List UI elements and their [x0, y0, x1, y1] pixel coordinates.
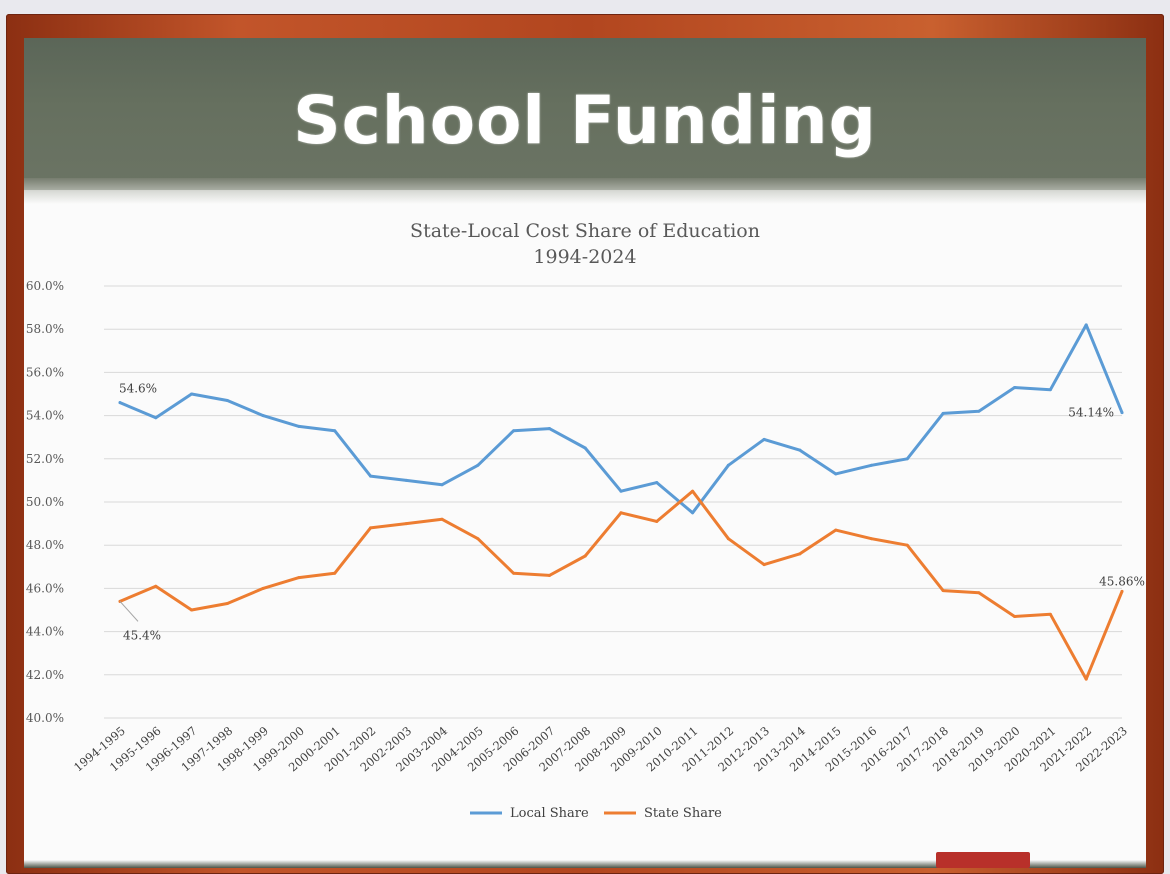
y-tick-label: 46.0% [26, 581, 64, 595]
local-share-point [655, 481, 659, 485]
local-share-line [118, 323, 1124, 515]
local-share-point [619, 489, 623, 493]
y-tick-label: 44.0% [26, 625, 64, 639]
state-share-point [726, 537, 730, 541]
local-share-point [726, 463, 730, 467]
local-share-point [1120, 411, 1124, 415]
state-share-point [225, 602, 229, 606]
state-share-point [905, 543, 909, 547]
local-share-point [1084, 323, 1088, 327]
state-share-point [798, 552, 802, 556]
state-share-point [297, 576, 301, 580]
local-share-point [905, 457, 909, 461]
data-label: 54.6% [119, 382, 157, 396]
state-share-point [762, 563, 766, 567]
local-share-point [154, 416, 158, 420]
y-tick-label: 60.0% [26, 279, 64, 293]
chalkboard-header [24, 38, 1146, 190]
line-chart: 40.0% 42.0% 44.0% 46.0% 48.0% 50.0% 52.0% 54.0%… [26, 279, 1145, 821]
local-share-point [261, 414, 265, 418]
eraser [936, 852, 1030, 868]
local-share-point [297, 424, 301, 428]
local-share-point [547, 427, 551, 431]
state-share-point [440, 517, 444, 521]
state-share-point [1084, 677, 1088, 681]
headline: School Funding [293, 82, 877, 159]
state-share-point [655, 519, 659, 523]
local-share-point [977, 409, 981, 413]
data-label: 45.86% [1099, 574, 1145, 588]
y-tick-label: 48.0% [26, 538, 64, 552]
local-share-point [369, 474, 372, 478]
y-tick-label: 54.0% [26, 409, 64, 423]
local-share-point [512, 429, 516, 433]
y-tick-label: 58.0% [26, 322, 64, 336]
local-share-point [333, 429, 337, 433]
local-share-point [834, 472, 838, 476]
chart-title-block: State-Local Cost Share of Education 1994… [24, 218, 1146, 270]
local-share-point [798, 448, 802, 452]
local-share-point [1048, 388, 1052, 392]
state-share-point [619, 511, 623, 515]
state-share-point [977, 591, 981, 595]
y-tick-label: 42.0% [26, 668, 64, 682]
state-share-point [547, 573, 551, 577]
chart-subtitle: 1994-2024 [533, 246, 637, 268]
local-share-point [440, 483, 444, 487]
chalkboard-frame: School Funding State-Local Cost Share of… [6, 14, 1164, 874]
local-share-point [941, 411, 945, 415]
state-share-point [870, 537, 873, 541]
state-share-line [118, 489, 1124, 681]
state-share-point [369, 526, 372, 530]
state-share-point [333, 571, 337, 575]
state-share-point [1048, 612, 1052, 616]
annotation-leader-line [119, 601, 139, 622]
local-share-point [476, 463, 480, 467]
state-share-point [404, 522, 408, 526]
local-share-point [583, 446, 587, 450]
y-tick-label: 56.0% [26, 365, 64, 379]
state-share-point [691, 489, 695, 493]
chalk-smudge [24, 178, 1146, 204]
legend-label: State Share [644, 806, 722, 821]
chalkboard: School Funding State-Local Cost Share of… [24, 38, 1146, 868]
y-tick-label: 40.0% [26, 711, 64, 725]
legend-label: Local Share [510, 806, 589, 821]
local-share-point [225, 398, 229, 402]
local-share-point [1013, 386, 1017, 390]
chart-title: State-Local Cost Share of Education [410, 220, 760, 242]
state-share-point [512, 571, 516, 575]
state-share-point [1120, 589, 1124, 593]
local-share-point [190, 392, 194, 396]
y-tick-label: 52.0% [26, 452, 64, 466]
state-share-point [1013, 614, 1017, 618]
local-share-point [404, 478, 408, 482]
local-share-point [870, 463, 873, 467]
state-share-point [476, 537, 480, 541]
state-share-point [583, 554, 587, 558]
state-share-point [190, 608, 194, 612]
state-share-point [941, 589, 945, 593]
state-share-point [261, 586, 265, 590]
local-share-point [762, 437, 766, 441]
local-share-point [118, 401, 122, 405]
y-tick-label: 50.0% [26, 495, 64, 509]
local-share-point [691, 511, 695, 515]
data-label: 54.14% [1068, 406, 1114, 420]
data-label: 45.4% [123, 628, 161, 642]
state-share-point [154, 584, 158, 588]
state-share-point [834, 528, 838, 532]
